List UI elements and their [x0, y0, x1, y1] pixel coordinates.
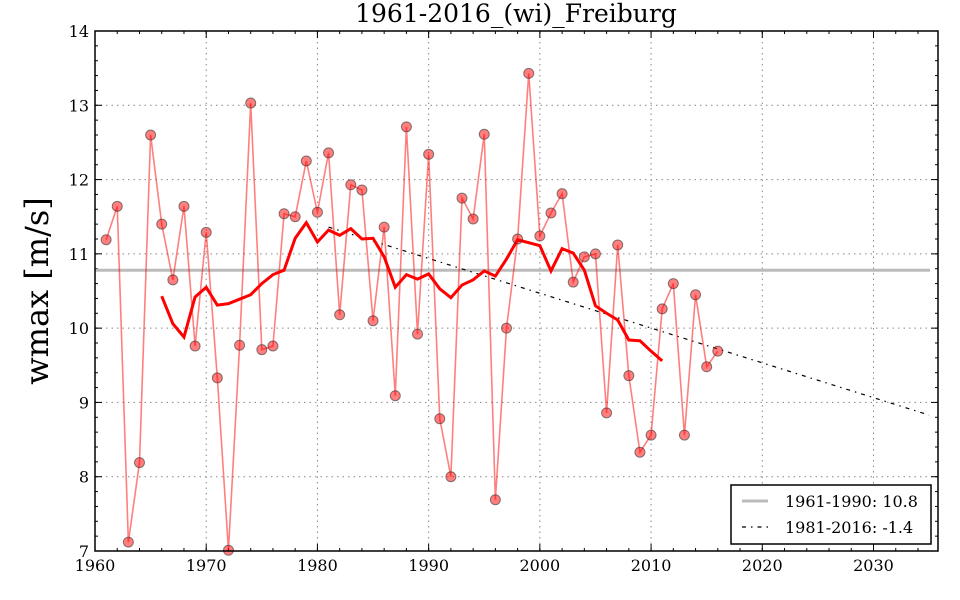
y-tick-label: 13 [69, 96, 89, 115]
annual-data-point [200, 226, 212, 238]
annual-data-point [545, 207, 557, 219]
annual-data-point [367, 315, 379, 327]
x-tick-label: 2000 [519, 556, 560, 575]
annual-data-point [289, 211, 301, 223]
annual-data-point [133, 457, 145, 469]
chart-title: 1961-2016_(wi)_Freiburg [355, 0, 677, 28]
annual-data-point [523, 67, 535, 79]
y-tick-label: 14 [69, 22, 89, 41]
annual-data-point [478, 128, 490, 140]
axis-ticks: 1960 1970 1980 1990 2000 2010 2020 2030 7 8 9 10 11 1… [69, 22, 938, 575]
annual-data-point [300, 155, 312, 167]
y-axis-label: wmax [m/s] [18, 197, 56, 385]
annual-data-point [678, 429, 690, 441]
annual-series-line [105, 73, 719, 551]
x-tick-label: 1960 [75, 556, 116, 575]
y-tick-label: 9 [79, 393, 89, 412]
annual-data-point [178, 200, 190, 212]
annual-data-point [601, 407, 613, 419]
y-tick-label: 11 [69, 245, 89, 264]
annual-data-point [612, 239, 624, 251]
annual-data-point [323, 147, 335, 159]
annual-data-point [489, 494, 501, 506]
annual-data-point [189, 340, 201, 352]
x-tick-label: 1990 [408, 556, 449, 575]
annual-data-point [656, 303, 668, 315]
x-tick-label: 2010 [631, 556, 672, 575]
x-tick-label: 2030 [853, 556, 894, 575]
annual-data-point [423, 148, 435, 160]
annual-data-point [645, 429, 657, 441]
annual-data-point [345, 179, 357, 191]
annual-data-point [412, 328, 424, 340]
annual-data-point [100, 234, 112, 246]
plot-area [95, 67, 930, 556]
annual-data-point [690, 289, 702, 301]
annual-data-point [556, 188, 568, 200]
legend-trend-label: 1981-2016: -1.4 [785, 518, 913, 537]
annual-data-point [456, 192, 468, 204]
annual-data-point [434, 413, 446, 425]
annual-data-point [122, 536, 134, 548]
annual-data-point [578, 251, 590, 263]
x-tick-label: 1970 [186, 556, 227, 575]
moving-average-line [160, 219, 664, 362]
annual-data-point [445, 471, 457, 483]
annual-data-point [500, 322, 512, 334]
annual-data-point [167, 274, 179, 286]
annual-data-point [111, 200, 123, 212]
annual-data-point [589, 248, 601, 260]
y-tick-label: 7 [79, 542, 89, 561]
annual-data-point [234, 339, 246, 351]
annual-data-point [534, 230, 546, 242]
annual-data-point [245, 97, 257, 109]
annual-data-point [634, 446, 646, 458]
annual-data-point [467, 213, 479, 225]
grid [95, 31, 938, 551]
annual-data-point [211, 372, 223, 384]
annual-data-point [712, 345, 724, 357]
annual-data-point [156, 218, 168, 230]
y-tick-label: 10 [69, 319, 89, 338]
annual-data-point [378, 221, 390, 233]
y-tick-label: 12 [69, 171, 89, 190]
annual-data-point [278, 208, 290, 220]
annual-data-point [267, 340, 279, 352]
annual-data-point [512, 233, 524, 245]
legend-baseline-label: 1961-1990: 10.8 [785, 492, 918, 511]
legend: 1961-1990: 10.8 1981-2016: -1.4 [730, 484, 932, 545]
annual-data-point [311, 206, 323, 218]
x-tick-label: 2020 [742, 556, 783, 575]
annual-data-point [667, 278, 679, 290]
annual-data-point [623, 370, 635, 382]
annual-data-point [400, 121, 412, 133]
y-tick-label: 8 [79, 468, 89, 487]
x-tick-label: 1980 [297, 556, 338, 575]
annual-data-point [256, 344, 268, 356]
plot-frame [94, 30, 939, 552]
annual-data-point [389, 390, 401, 402]
annual-data-point [701, 361, 713, 373]
annual-data-point [145, 129, 157, 141]
legend-box [730, 484, 932, 545]
annual-data-point [334, 309, 346, 321]
annual-data-point [356, 184, 368, 196]
annual-data-point [567, 276, 579, 288]
